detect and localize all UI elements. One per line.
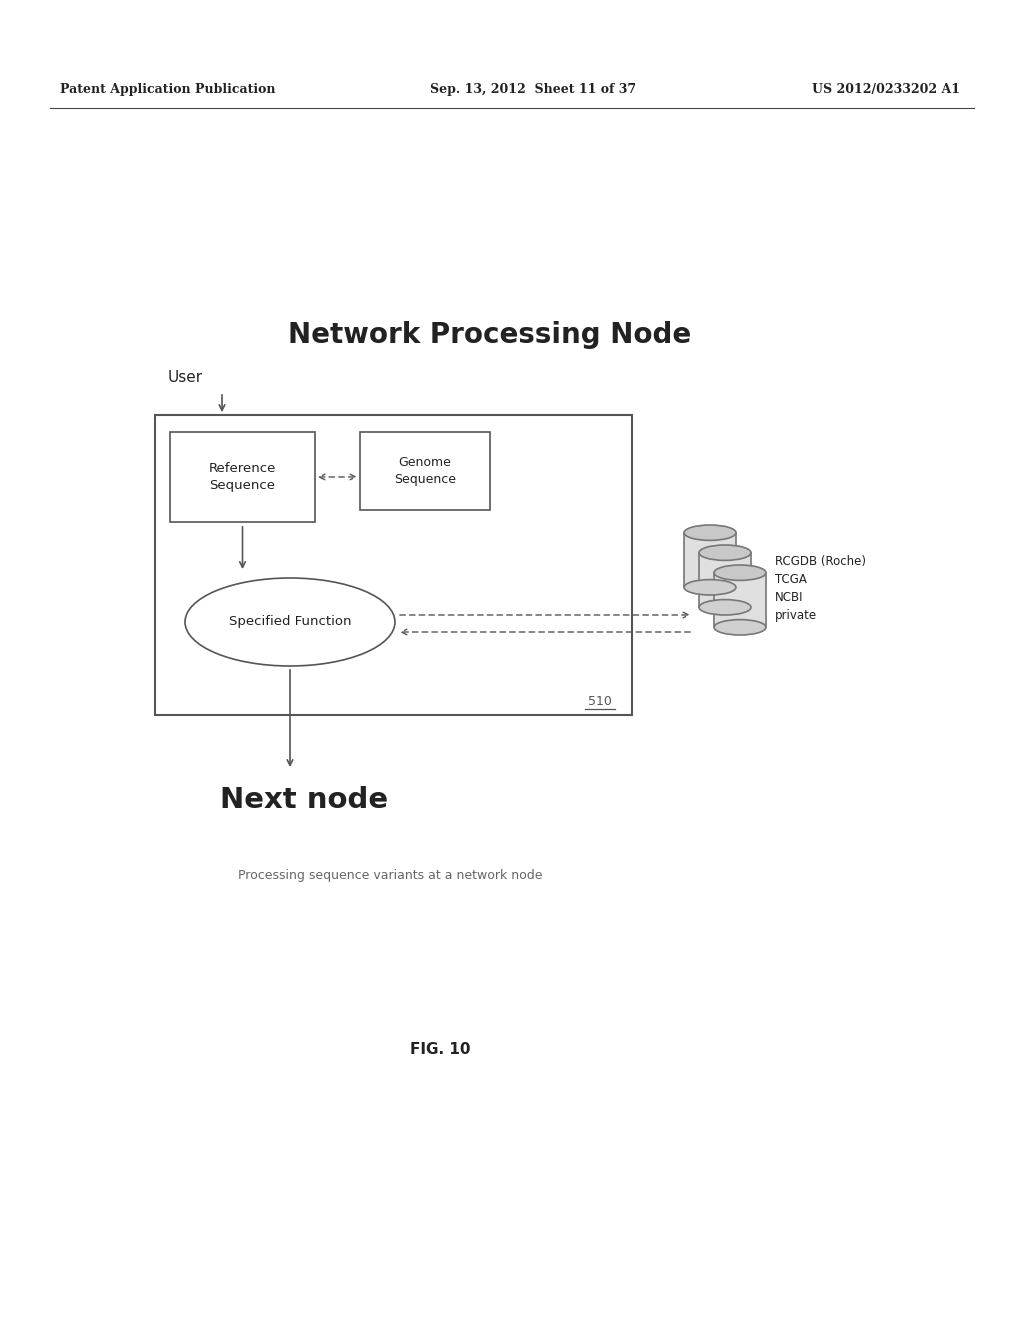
- Ellipse shape: [714, 565, 766, 581]
- Text: Reference
Sequence: Reference Sequence: [209, 462, 276, 492]
- Text: Genome
Sequence: Genome Sequence: [394, 455, 456, 486]
- Text: Patent Application Publication: Patent Application Publication: [60, 83, 275, 96]
- Text: Sep. 13, 2012  Sheet 11 of 37: Sep. 13, 2012 Sheet 11 of 37: [430, 83, 636, 96]
- FancyBboxPatch shape: [714, 573, 766, 627]
- Ellipse shape: [699, 545, 751, 561]
- Text: FIG. 10: FIG. 10: [410, 1043, 470, 1057]
- Text: RCGDB (Roche)
TCGA
NCBI
private: RCGDB (Roche) TCGA NCBI private: [775, 554, 866, 622]
- Text: 510: 510: [588, 696, 612, 708]
- Ellipse shape: [684, 579, 736, 595]
- Text: Specified Function: Specified Function: [228, 615, 351, 628]
- Text: US 2012/0233202 A1: US 2012/0233202 A1: [812, 83, 961, 96]
- Ellipse shape: [684, 525, 736, 540]
- Text: Next node: Next node: [220, 785, 388, 814]
- FancyBboxPatch shape: [699, 553, 751, 607]
- Text: Network Processing Node: Network Processing Node: [289, 321, 691, 348]
- Ellipse shape: [714, 619, 766, 635]
- Ellipse shape: [699, 599, 751, 615]
- Text: Processing sequence variants at a network node: Processing sequence variants at a networ…: [238, 869, 543, 882]
- Text: User: User: [168, 371, 203, 385]
- FancyBboxPatch shape: [684, 533, 736, 587]
